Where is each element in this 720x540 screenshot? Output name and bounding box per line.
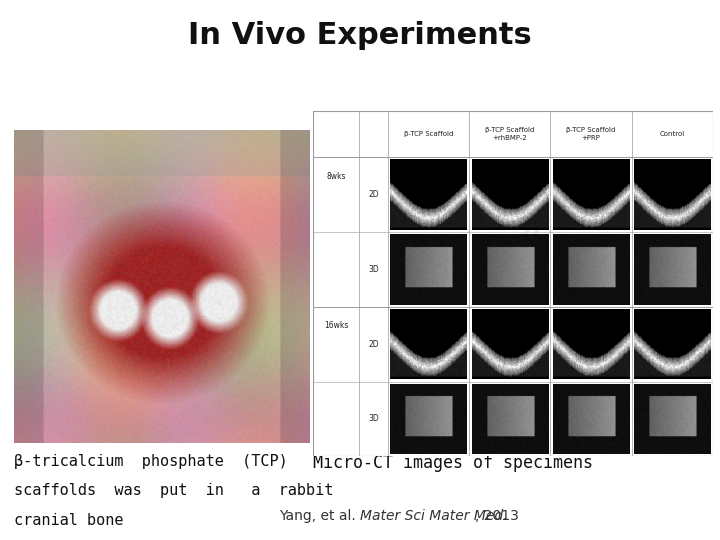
Text: Control: Control xyxy=(660,131,685,137)
Text: 3D: 3D xyxy=(368,414,379,423)
Text: 2D: 2D xyxy=(368,340,379,349)
Bar xyxy=(634,234,711,305)
Bar xyxy=(390,159,467,230)
Text: β-tricalcium  phosphate  (TCP): β-tricalcium phosphate (TCP) xyxy=(14,454,288,469)
Text: In Vivo Experiments: In Vivo Experiments xyxy=(188,21,532,50)
Bar xyxy=(553,309,629,380)
Bar xyxy=(553,383,629,454)
Bar xyxy=(390,234,467,305)
Bar xyxy=(553,234,629,305)
Text: Yang, et al.: Yang, et al. xyxy=(279,509,360,523)
Bar xyxy=(472,234,548,305)
Bar xyxy=(634,383,711,454)
Text: Mater Sci Mater Med.: Mater Sci Mater Med. xyxy=(360,509,508,523)
Text: cranial bone: cranial bone xyxy=(14,513,124,528)
Text: 3D: 3D xyxy=(368,265,379,274)
Text: 16wks: 16wks xyxy=(324,321,348,330)
Text: β-TCP Scaffold
+rhBMP-2: β-TCP Scaffold +rhBMP-2 xyxy=(485,127,534,141)
Bar xyxy=(634,309,711,380)
Bar xyxy=(472,159,548,230)
Bar xyxy=(390,383,467,454)
Text: β-TCP Scaffold
+PRP: β-TCP Scaffold +PRP xyxy=(567,127,616,141)
Text: Micro-CT images of specimens: Micro-CT images of specimens xyxy=(313,454,593,471)
Bar xyxy=(553,159,629,230)
Text: scaffolds  was  put  in   a  rabbit: scaffolds was put in a rabbit xyxy=(14,483,334,498)
Text: β-TCP Scaffold: β-TCP Scaffold xyxy=(404,131,453,137)
Bar xyxy=(472,383,548,454)
Text: SJT: SJT xyxy=(508,200,558,243)
Text: 2D: 2D xyxy=(368,190,379,199)
Bar xyxy=(472,309,548,380)
Bar xyxy=(634,159,711,230)
Text: SJT: SJT xyxy=(508,324,558,367)
Text: , 2013: , 2013 xyxy=(475,509,519,523)
Text: 8wks: 8wks xyxy=(326,172,346,180)
Bar xyxy=(390,309,467,380)
